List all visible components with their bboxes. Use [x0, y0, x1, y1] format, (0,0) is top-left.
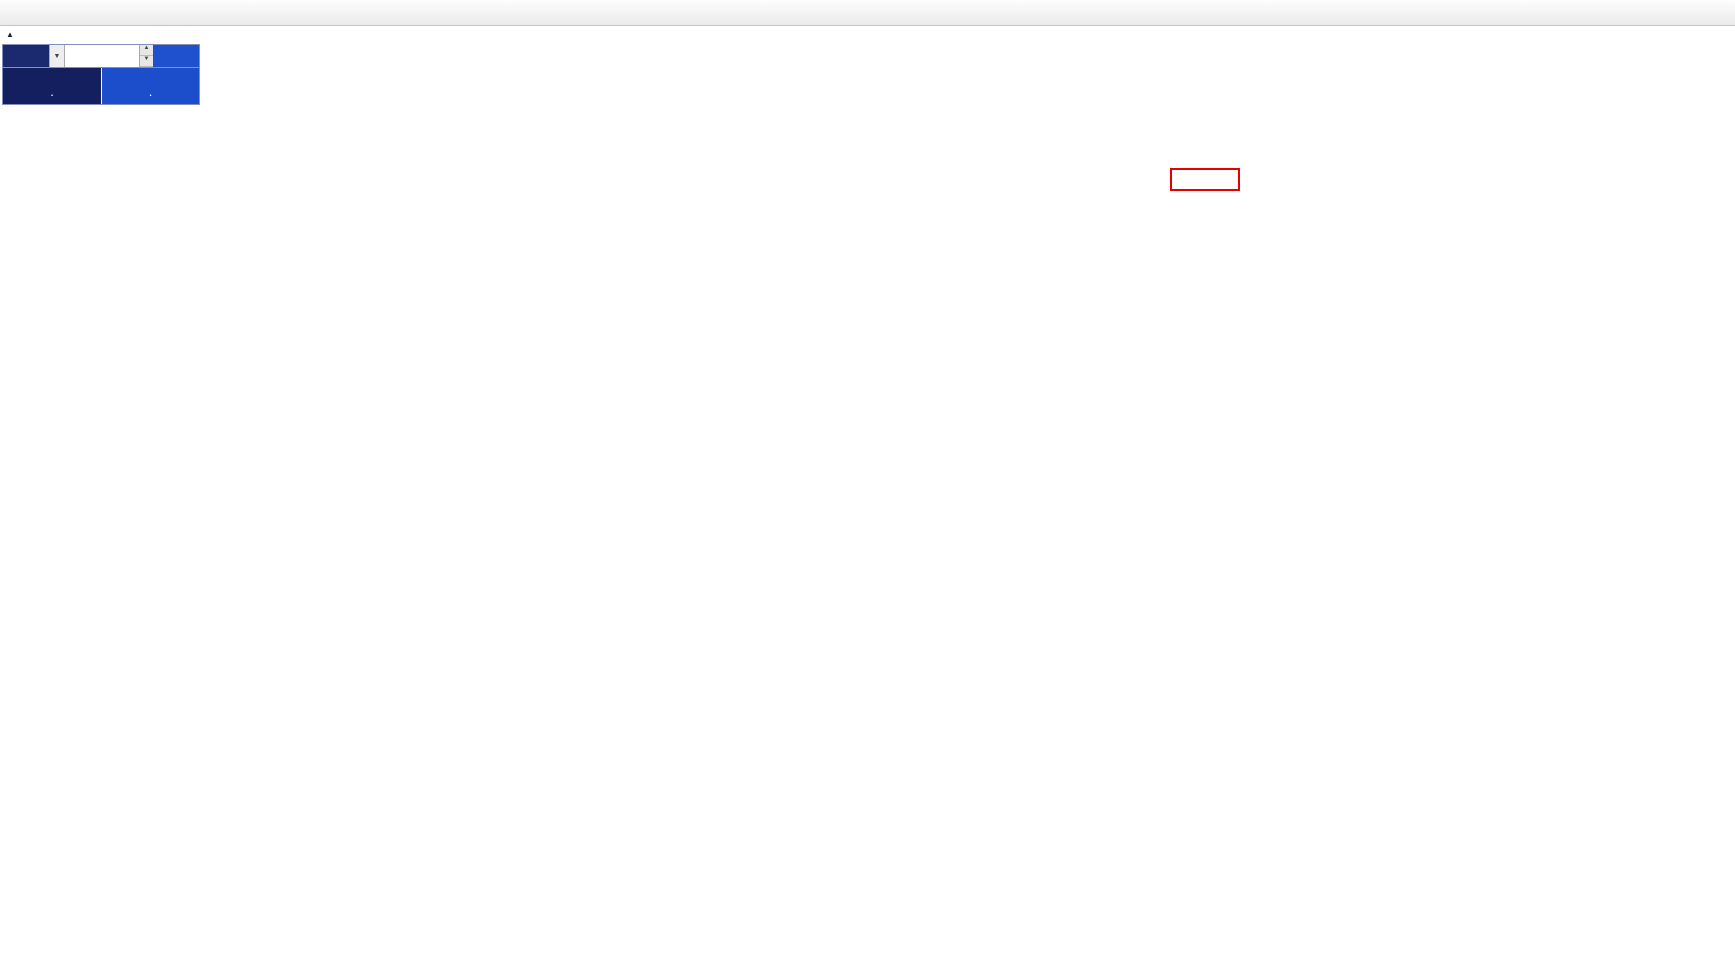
- one-click-prices: . .: [3, 67, 199, 104]
- volume-up-icon[interactable]: ▲: [140, 45, 153, 56]
- sell-button[interactable]: [3, 45, 49, 67]
- buy-button[interactable]: [153, 45, 199, 67]
- macd-indicator-label: [5, 546, 13, 557]
- volume-input[interactable]: [65, 45, 139, 67]
- toolbar: [0, 0, 1735, 26]
- sell-price-dot: .: [50, 84, 54, 99]
- volume-stepper: ▲ ▼: [139, 45, 153, 67]
- chart-title: ▲: [6, 30, 18, 39]
- price-callout-label[interactable]: [1170, 168, 1240, 191]
- sell-price[interactable]: .: [3, 68, 101, 104]
- one-click-trading-panel: ▼ ▲ ▼ . .: [2, 44, 200, 105]
- volume-down-icon[interactable]: ▼: [140, 56, 153, 67]
- rsi-indicator-label: [5, 689, 9, 700]
- one-click-toggle-icon[interactable]: ▲: [6, 30, 14, 39]
- volume-field-wrap: [65, 45, 139, 67]
- one-click-controls: ▼ ▲ ▼: [3, 45, 199, 67]
- buy-price-dot: .: [148, 84, 153, 99]
- volume-dropdown-caret[interactable]: ▼: [49, 45, 65, 67]
- buy-price[interactable]: .: [101, 68, 199, 104]
